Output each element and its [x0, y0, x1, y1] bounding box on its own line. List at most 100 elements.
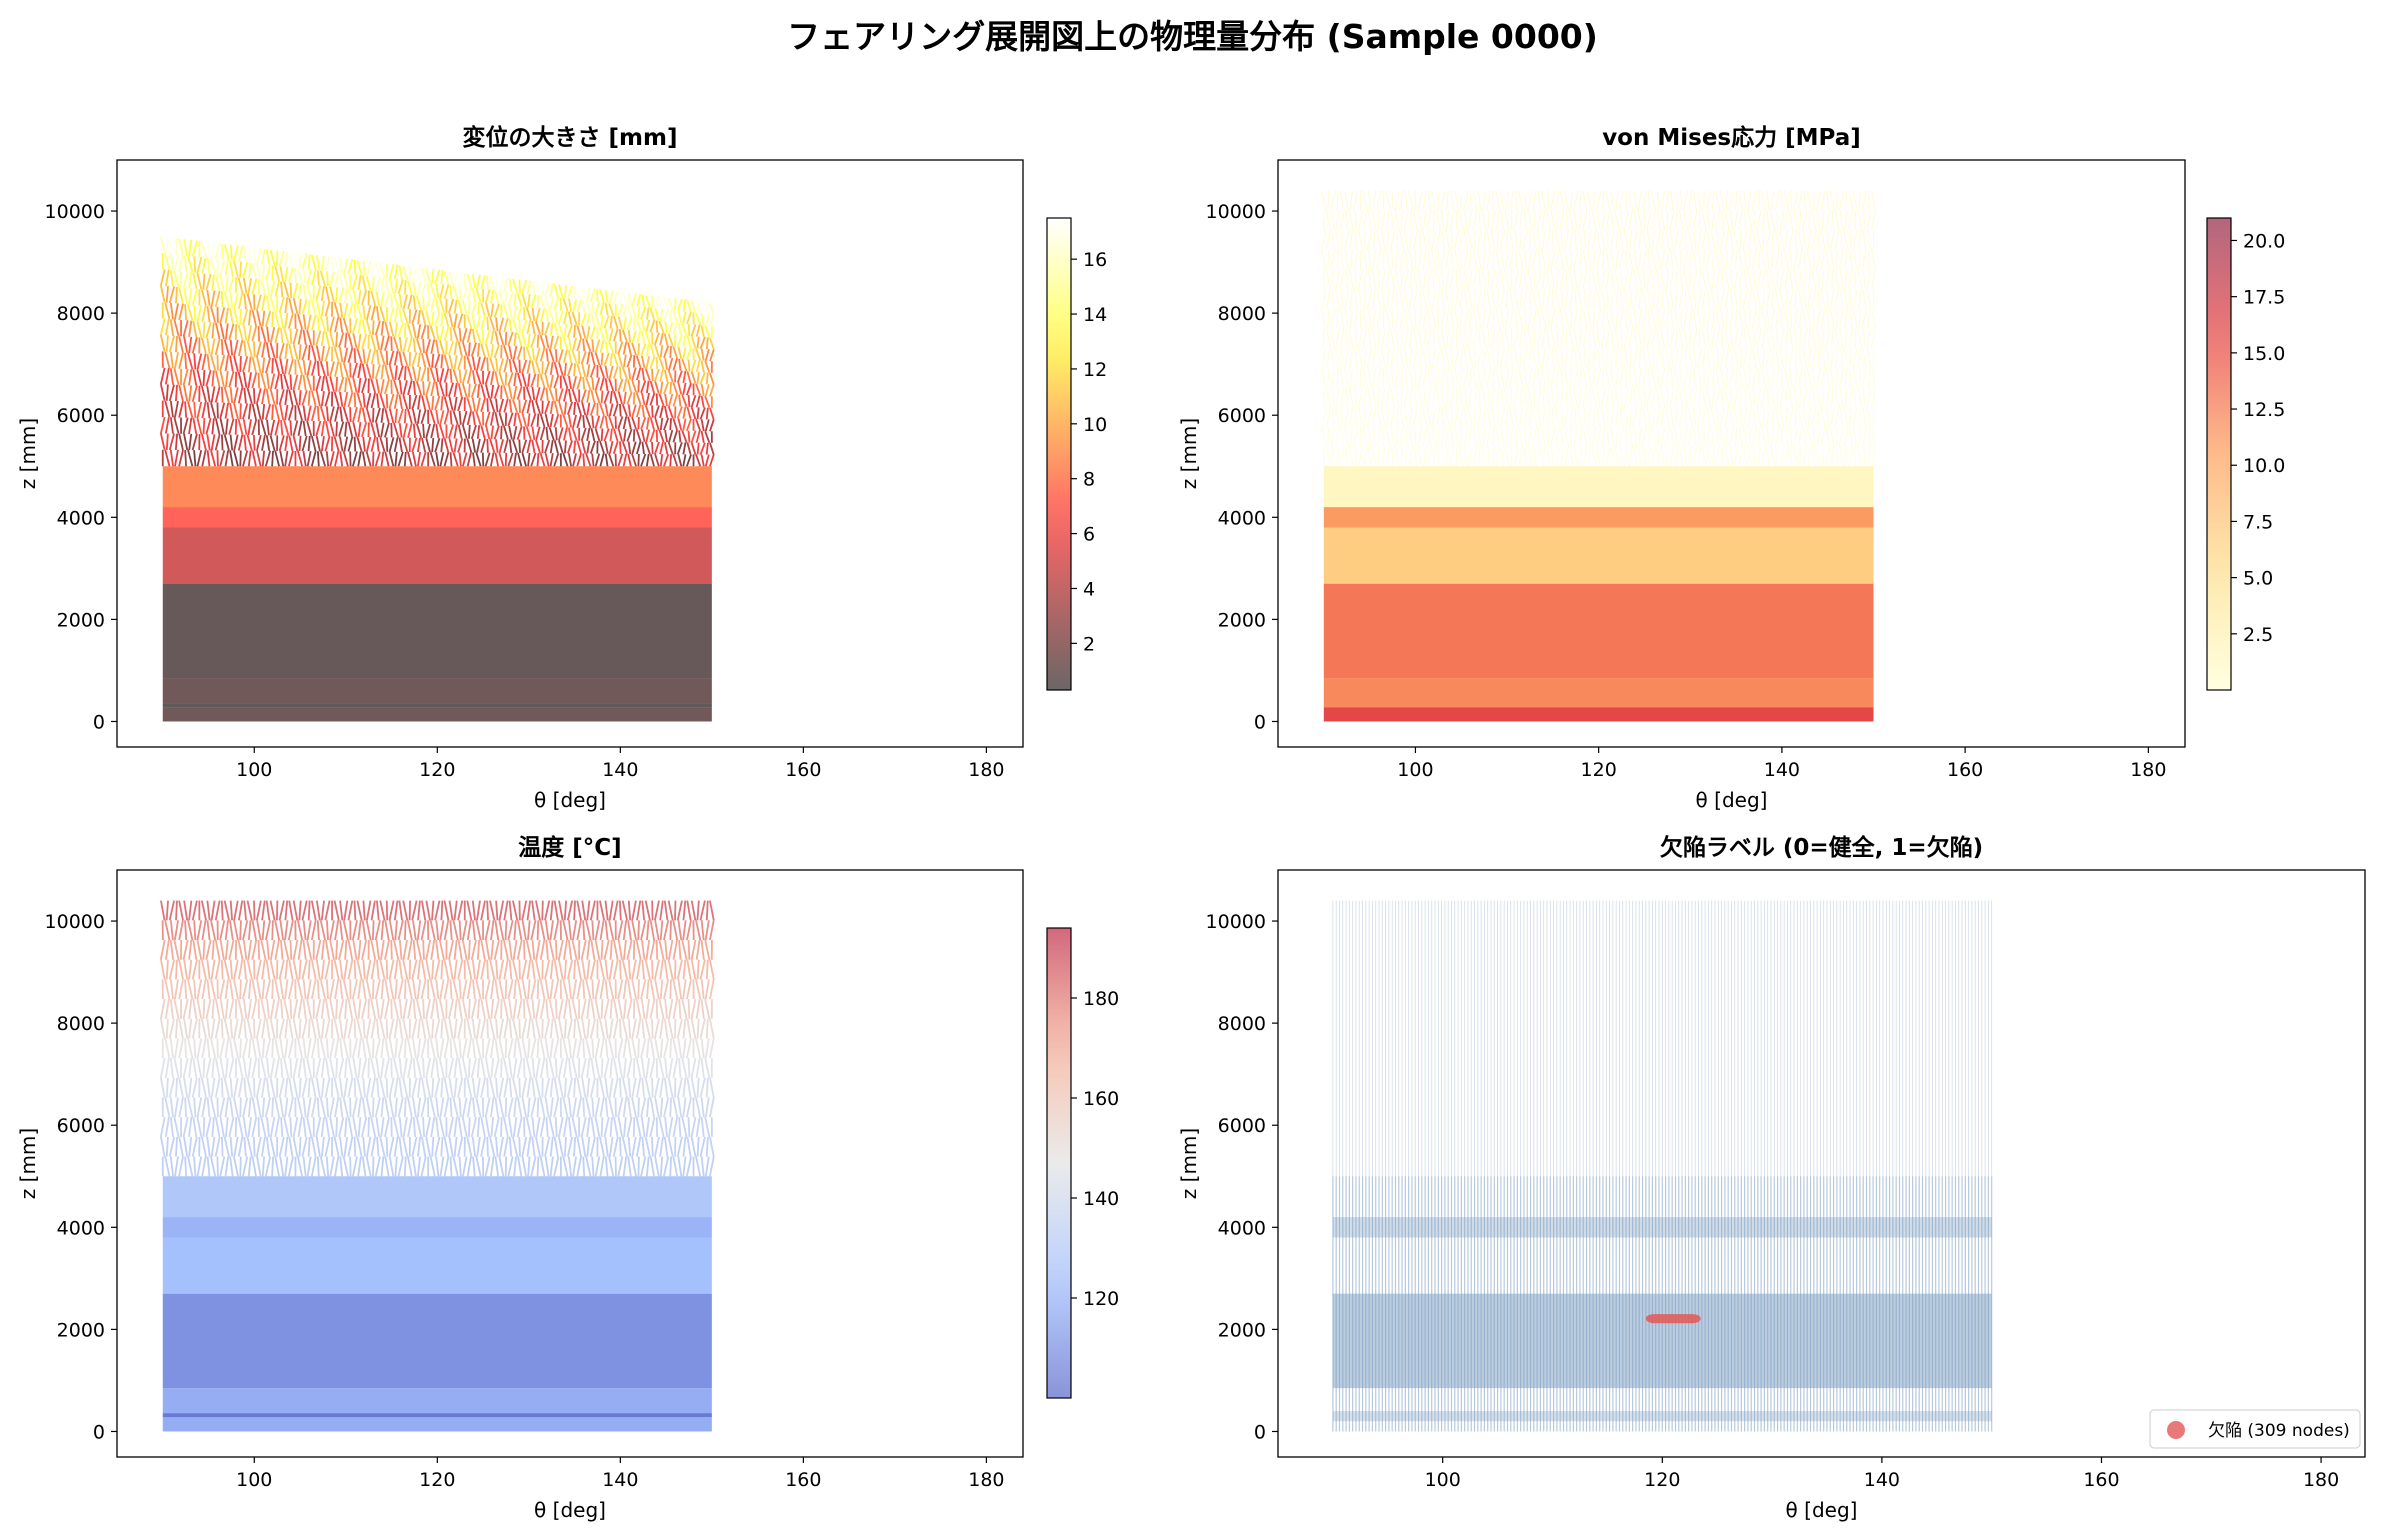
data-point — [357, 422, 362, 437]
data-point — [362, 392, 366, 408]
data-point — [1816, 210, 1821, 231]
data-point — [604, 453, 609, 467]
data-band — [1323, 583, 1874, 679]
data-point — [1417, 190, 1423, 211]
data-point — [292, 998, 299, 1019]
data-point — [1500, 249, 1505, 270]
data-point — [1587, 367, 1592, 388]
data-point — [563, 440, 567, 454]
data-point — [1582, 269, 1588, 290]
data-point — [187, 449, 194, 467]
data-point — [1371, 446, 1377, 467]
data-point — [394, 1097, 398, 1118]
data-point — [1426, 269, 1432, 290]
data-point — [566, 959, 574, 980]
data-point — [1761, 387, 1766, 408]
data-point — [1504, 249, 1510, 270]
data-point — [1861, 426, 1868, 447]
data-point — [1372, 229, 1376, 250]
data-point — [466, 979, 472, 1000]
data-point — [351, 979, 358, 1000]
data-point — [655, 320, 659, 333]
data-point — [1719, 348, 1725, 368]
data-point — [1563, 190, 1570, 211]
data-point — [343, 1018, 349, 1039]
data-point — [1486, 229, 1491, 250]
data-point — [202, 999, 206, 1019]
data-point — [1477, 367, 1482, 388]
data-point — [365, 319, 372, 335]
data-point — [1550, 446, 1556, 467]
data-point — [261, 388, 266, 405]
data-point — [1793, 387, 1799, 408]
data-point — [1719, 229, 1725, 250]
data-point — [214, 1077, 221, 1098]
data-point — [612, 291, 619, 305]
data-point — [530, 1097, 537, 1118]
data-point — [1376, 367, 1382, 388]
data-point — [1368, 446, 1372, 467]
data-point — [351, 318, 358, 334]
data-point — [1518, 328, 1523, 349]
data-point — [187, 352, 194, 370]
data-point — [1615, 367, 1619, 388]
data-point — [631, 367, 637, 381]
data-point — [493, 1117, 500, 1138]
data-point — [635, 1136, 642, 1157]
x-tick-label: 120 — [1581, 759, 1617, 781]
data-point — [1683, 210, 1689, 231]
data-point — [1527, 328, 1533, 349]
data-point — [164, 1097, 171, 1118]
data-point — [572, 1156, 577, 1177]
data-point — [229, 387, 234, 404]
data-point — [1831, 210, 1834, 231]
data-point — [621, 1018, 628, 1039]
data-point — [1527, 387, 1533, 408]
data-point — [672, 310, 679, 323]
data-point — [690, 300, 697, 313]
data-point — [1637, 446, 1643, 467]
data-point — [1641, 426, 1648, 447]
data-point — [388, 1097, 395, 1118]
data-point — [1578, 249, 1582, 270]
data-point — [1559, 269, 1565, 290]
data-point — [1555, 249, 1560, 270]
data-point — [435, 409, 440, 425]
data-point — [1609, 229, 1616, 250]
data-point — [1866, 387, 1872, 408]
data-point — [627, 1136, 632, 1157]
data-point — [1641, 367, 1648, 388]
data-point — [1545, 288, 1551, 309]
data-point — [568, 427, 572, 441]
data-point — [573, 324, 576, 338]
data-point — [1733, 210, 1739, 231]
data-point — [338, 332, 345, 348]
data-point — [302, 329, 307, 345]
data-point — [1394, 367, 1400, 388]
data-point — [581, 959, 587, 980]
data-point — [438, 424, 445, 439]
data-point — [572, 979, 578, 1000]
data-point — [229, 355, 234, 372]
data-point — [1789, 269, 1794, 290]
data-point — [1591, 210, 1597, 231]
data-point — [558, 998, 564, 1019]
data-point — [1376, 308, 1382, 329]
data-point — [1490, 210, 1496, 231]
data-point — [599, 979, 605, 1000]
data-point — [494, 411, 500, 426]
data-point — [568, 920, 572, 941]
data-point — [572, 376, 578, 390]
data-point — [576, 920, 582, 941]
data-point — [1715, 328, 1721, 349]
data-point — [191, 1018, 198, 1039]
data-point — [1336, 190, 1339, 211]
data-point — [641, 318, 646, 332]
data-point — [1449, 328, 1455, 349]
data-point — [471, 900, 476, 921]
data-point — [233, 1077, 239, 1098]
data-point — [676, 442, 683, 455]
data-point — [182, 998, 189, 1019]
data-point — [1784, 348, 1788, 368]
data-point — [320, 1077, 325, 1098]
